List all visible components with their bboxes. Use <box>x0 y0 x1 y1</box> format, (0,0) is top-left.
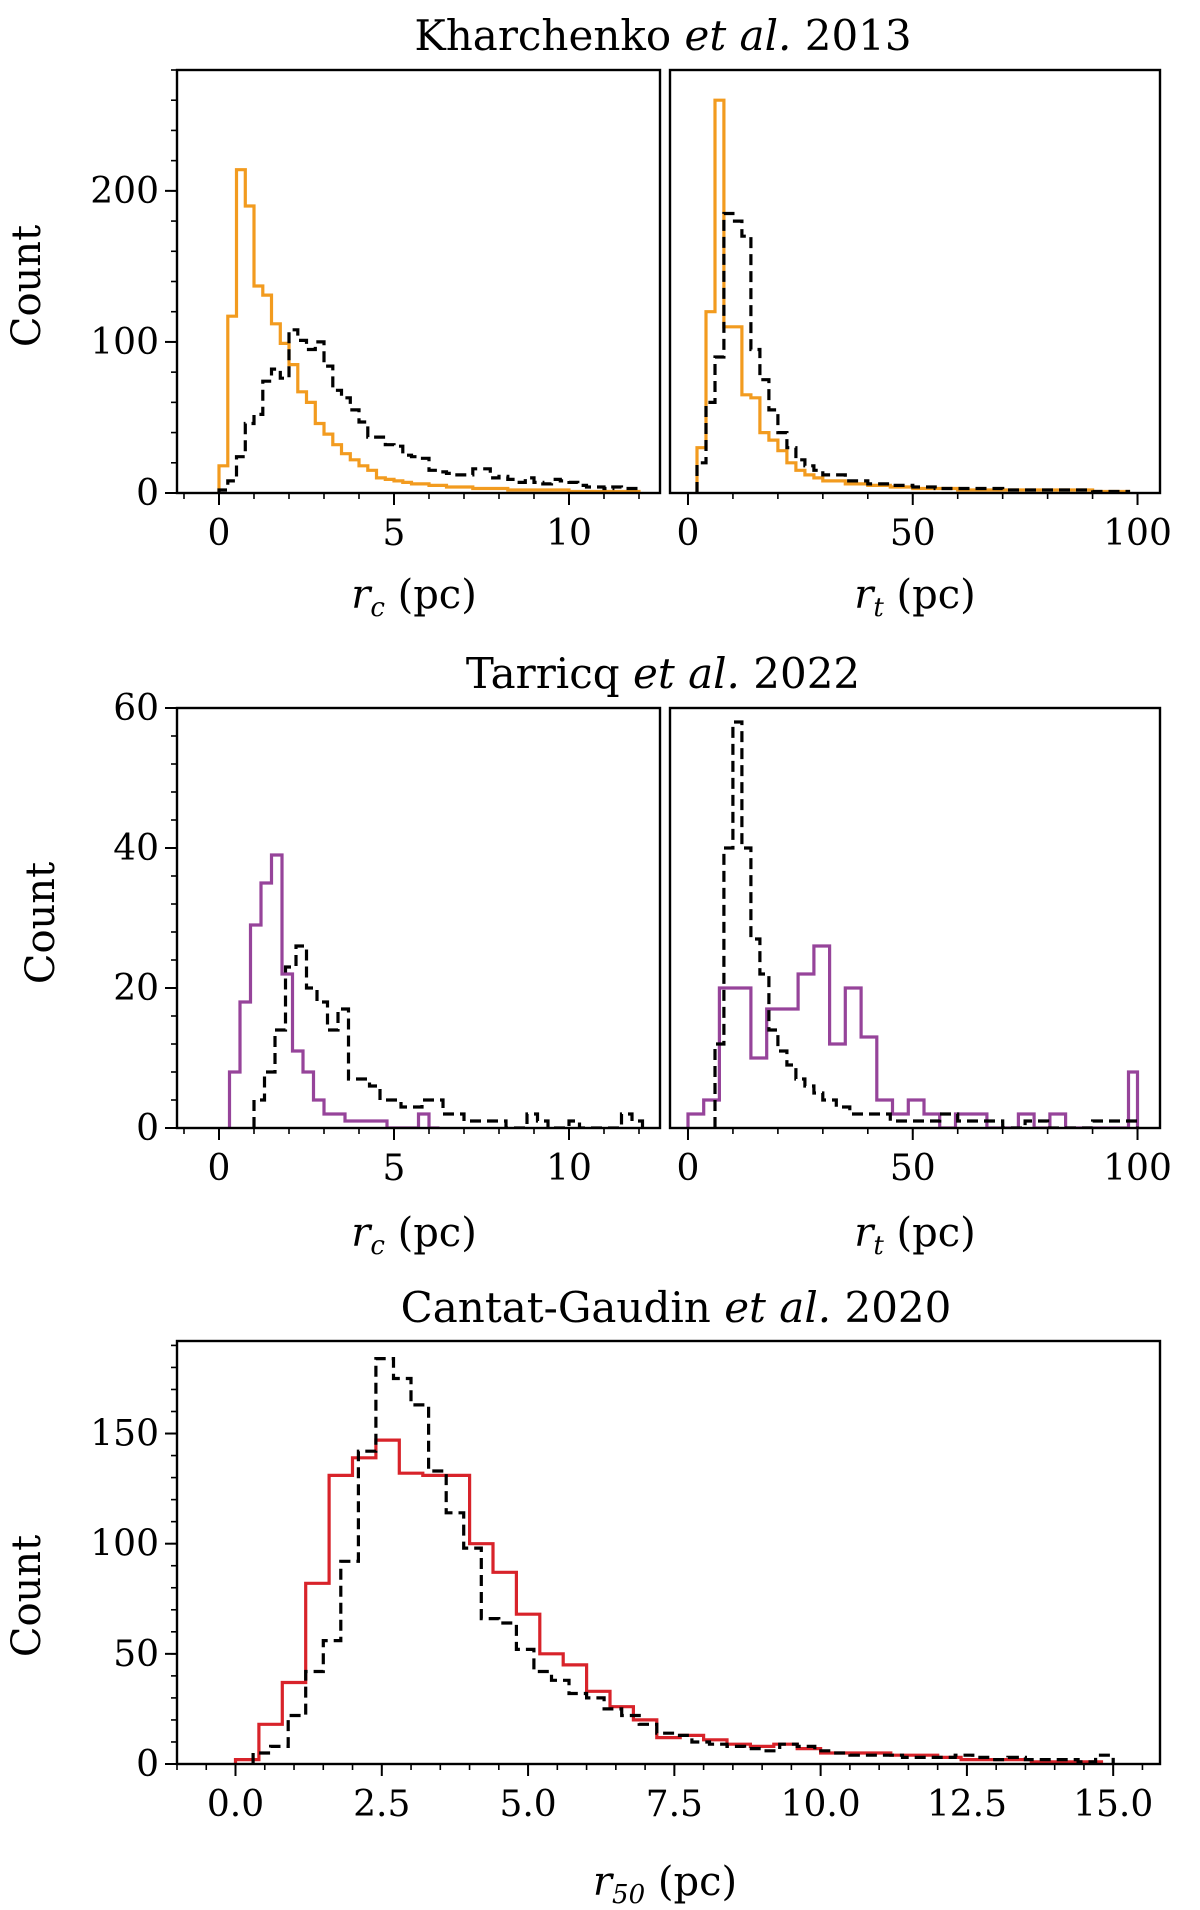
ylabel-k13: Count <box>4 225 50 347</box>
series-sample-k13_rt <box>695 98 1131 493</box>
x-tick-label: 100 <box>1103 513 1172 554</box>
series-sample-cg20_r50 <box>233 1438 1104 1764</box>
series-sample-k13_rc <box>217 168 641 493</box>
y-tick-label: 100 <box>90 322 159 363</box>
y-tick-label: 50 <box>113 1634 159 1675</box>
panel-t22_rc: 0 5 10 0 20 40 60 <box>113 688 662 1189</box>
y-tick-label: 60 <box>113 688 159 729</box>
xlabel-cg20-r50: r50 (pc) <box>593 1859 737 1910</box>
xlabel-t22-rt: rt (pc) <box>854 1210 976 1261</box>
y-tick-label: 0 <box>136 473 159 514</box>
xlabel-k13-rt: rt (pc) <box>854 572 976 623</box>
x-tick-label: 15.0 <box>1073 1784 1153 1825</box>
series-sample-t22_rc <box>227 853 440 1128</box>
x-tick-label: 10 <box>546 1148 592 1189</box>
x-tick-label: 12.5 <box>927 1784 1007 1825</box>
ylabel-t22: Count <box>18 862 64 984</box>
xlabel-t22-rc: rc (pc) <box>351 1210 477 1261</box>
series-reference-t22_rt <box>713 720 1140 1128</box>
panel-k13_rt: 0 50 100 <box>668 68 1172 554</box>
series-reference-t22_rc <box>252 944 645 1128</box>
x-tick-label: 10.0 <box>781 1784 861 1825</box>
x-tick-label: 10 <box>546 513 592 554</box>
axes-frame-k13_rt <box>668 68 1162 495</box>
title-cg20: Cantat-Gaudin et al. 2020 <box>401 1283 952 1332</box>
axes-frame-t22_rt <box>668 706 1162 1130</box>
x-tick-label: 2.5 <box>353 1784 410 1825</box>
axes-frame-t22_rc <box>175 706 662 1130</box>
panel-cg20_r50: 0.0 2.5 5.0 7.5 10.0 12.5 15.0 0 50 100 150 <box>90 1339 1162 1825</box>
axes-frame-k13_rc <box>175 68 662 495</box>
y-tick-label: 20 <box>113 968 159 1009</box>
x-tick-label: 100 <box>1103 1148 1172 1189</box>
series-reference-k13_rc <box>217 328 641 493</box>
xlabel-k13-rc: rc (pc) <box>351 572 477 623</box>
x-tick-label: 0 <box>208 1148 231 1189</box>
series-sample-t22_rt <box>686 944 1140 1128</box>
panel-t22_rt: 0 50 100 <box>668 706 1172 1189</box>
title-k13: Kharchenko et al. 2013 <box>414 11 911 60</box>
y-tick-label: 0 <box>136 1744 159 1785</box>
series-reference-cg20_r50 <box>251 1357 1115 1764</box>
y-tick-label: 0 <box>136 1108 159 1149</box>
y-tick-label: 40 <box>113 828 159 869</box>
title-t22: Tarricq et al. 2022 <box>466 649 860 698</box>
x-tick-label: 50 <box>890 513 936 554</box>
x-tick-label: 0 <box>677 1148 700 1189</box>
series-reference-k13_rt <box>695 211 1131 493</box>
y-tick-label: 200 <box>90 171 159 212</box>
x-tick-label: 7.5 <box>646 1784 703 1825</box>
x-tick-label: 0.0 <box>207 1784 264 1825</box>
x-tick-label: 5.0 <box>499 1784 556 1825</box>
x-tick-label: 5 <box>383 513 406 554</box>
ylabel-cg20: Count <box>4 1535 50 1657</box>
x-tick-label: 5 <box>383 1148 406 1189</box>
axes-frame-cg20_r50 <box>175 1339 1162 1766</box>
y-tick-label: 100 <box>90 1524 159 1565</box>
x-tick-label: 0 <box>208 513 231 554</box>
y-tick-label: 150 <box>90 1414 159 1455</box>
x-tick-label: 0 <box>677 513 700 554</box>
x-tick-label: 50 <box>890 1148 936 1189</box>
